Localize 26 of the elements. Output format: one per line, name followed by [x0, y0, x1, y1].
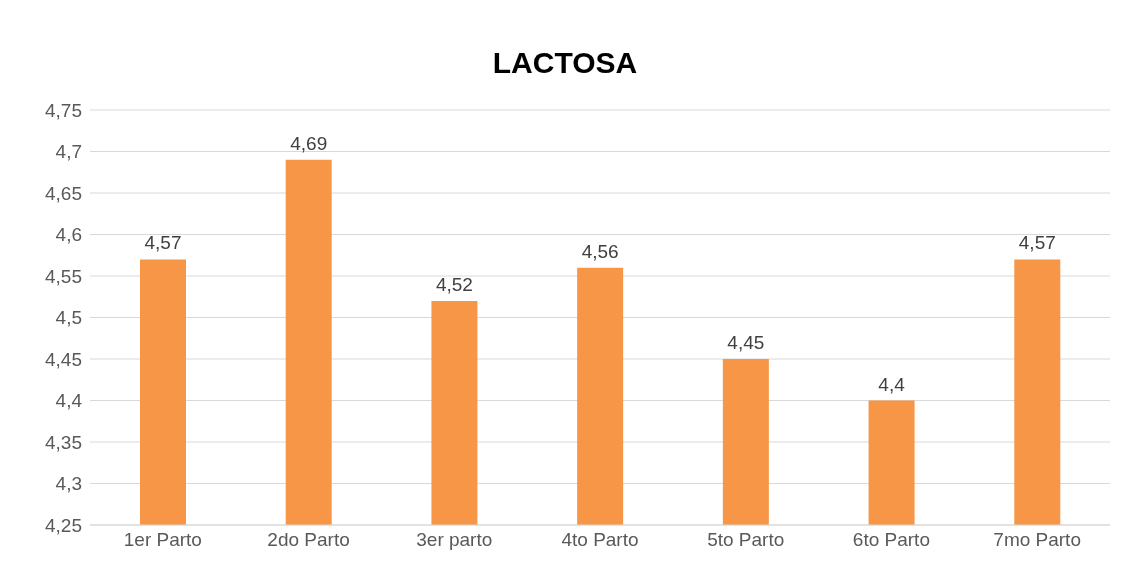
data-label: 4,45: [727, 332, 765, 353]
chart-title: LACTOSA: [491, 45, 639, 80]
x-tick-label: 3er parto: [416, 529, 493, 551]
y-tick-label: 4,55: [45, 265, 82, 287]
y-tick-label: 4,75: [45, 99, 82, 121]
y-tick-label: 4,25: [45, 514, 82, 536]
data-label: 4,52: [435, 273, 473, 295]
y-tick-label: 4,65: [45, 182, 82, 204]
x-tick-label: 2do Parto: [267, 529, 350, 551]
y-tick-label: 4,3: [55, 473, 82, 495]
x-tick-label: 5to Parto: [707, 529, 785, 551]
x-tick-label: 7mo Parto: [993, 529, 1081, 551]
y-tick-label: 4,4: [55, 390, 83, 412]
data-label: 4,69: [290, 132, 328, 154]
y-tick-label: 4,7: [55, 141, 82, 163]
y-tick-label: 4,5: [55, 307, 82, 329]
data-label: 4,57: [144, 232, 182, 254]
x-tick-label: 4to Parto: [561, 529, 639, 551]
x-tick-label: 1er Parto: [123, 529, 202, 551]
y-tick-label: 4,45: [45, 348, 82, 370]
data-label: 4,4: [878, 373, 906, 395]
data-label: 4,56: [581, 240, 619, 262]
data-label: 4,57: [1018, 232, 1056, 254]
y-tick-label: 4,6: [55, 224, 82, 246]
x-tick-label: 6to Parto: [852, 529, 930, 551]
y-tick-label: 4,35: [45, 431, 82, 453]
